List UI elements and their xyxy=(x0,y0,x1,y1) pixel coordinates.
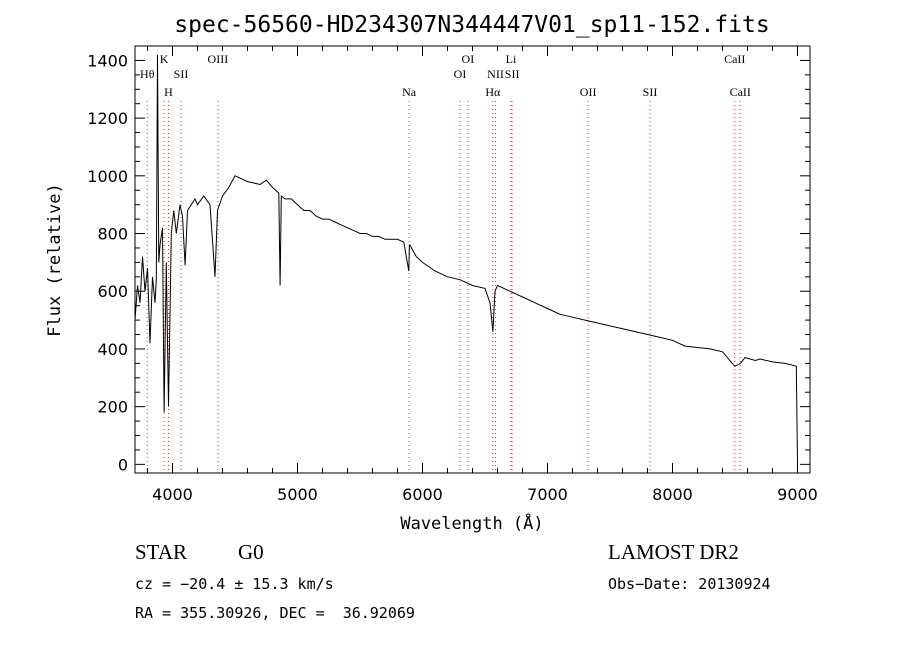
line-marker-label: K xyxy=(160,52,169,66)
object-type: STAR xyxy=(135,540,187,564)
y-tick-label: 1000 xyxy=(87,167,128,186)
x-axis: 4000 5000 6000 7000 8000 9000 xyxy=(147,46,818,504)
redshift-velocity: cz = −20.4 ± 15.3 km/s xyxy=(135,575,334,593)
object-subclass: G0 xyxy=(238,540,264,564)
line-marker-label: SII xyxy=(174,67,189,81)
line-marker-label: OIII xyxy=(208,52,229,66)
line-marker-label: Hα xyxy=(485,85,501,99)
survey-name: LAMOST DR2 xyxy=(608,540,739,564)
sky-coordinates: RA = 355.30926, DEC = 36.92069 xyxy=(135,604,415,622)
line-marker-label: H xyxy=(164,85,173,99)
y-axis: 0 200 400 600 800 1000 1200 1400 xyxy=(87,51,810,474)
y-tick-label: 400 xyxy=(97,340,128,359)
line-marker-label: Li xyxy=(506,52,517,66)
chart-title: spec-56560-HD234307N344447V01_sp11-152.f… xyxy=(174,12,769,38)
plot-frame xyxy=(134,45,811,474)
y-tick-label: 200 xyxy=(97,398,128,417)
line-marker-label: OI xyxy=(462,52,475,66)
x-tick-label: 9000 xyxy=(777,485,818,504)
line-marker-label: CaII xyxy=(730,85,751,99)
spectrum-series-0 xyxy=(134,54,798,465)
observation-date: Obs−Date: 20130924 xyxy=(608,575,771,593)
line-marker-label: SII xyxy=(505,67,520,81)
x-tick-label: 4000 xyxy=(152,485,193,504)
series-layer xyxy=(134,54,798,465)
y-tick-label: 600 xyxy=(97,282,128,301)
line-marker-label: OI xyxy=(454,67,467,81)
y-tick-label: 1200 xyxy=(87,109,128,128)
y-tick-label: 0 xyxy=(118,455,128,474)
x-axis-label: Wavelength (Å) xyxy=(400,512,543,534)
line-marker-label: SII xyxy=(643,85,658,99)
line-marker-label: Hθ xyxy=(140,67,155,81)
line-marker-label: NII xyxy=(487,67,504,81)
x-tick-label: 7000 xyxy=(527,485,568,504)
line-marker-label: Na xyxy=(402,85,417,99)
line-marker-label: CaII xyxy=(724,52,745,66)
y-tick-label: 1400 xyxy=(87,51,128,70)
x-tick-label: 5000 xyxy=(277,485,318,504)
y-tick-label: 800 xyxy=(97,225,128,244)
y-axis-label: Flux (relative) xyxy=(45,183,65,337)
x-tick-label: 8000 xyxy=(652,485,693,504)
x-tick-label: 6000 xyxy=(402,485,443,504)
line-marker-label: OII xyxy=(580,85,597,99)
